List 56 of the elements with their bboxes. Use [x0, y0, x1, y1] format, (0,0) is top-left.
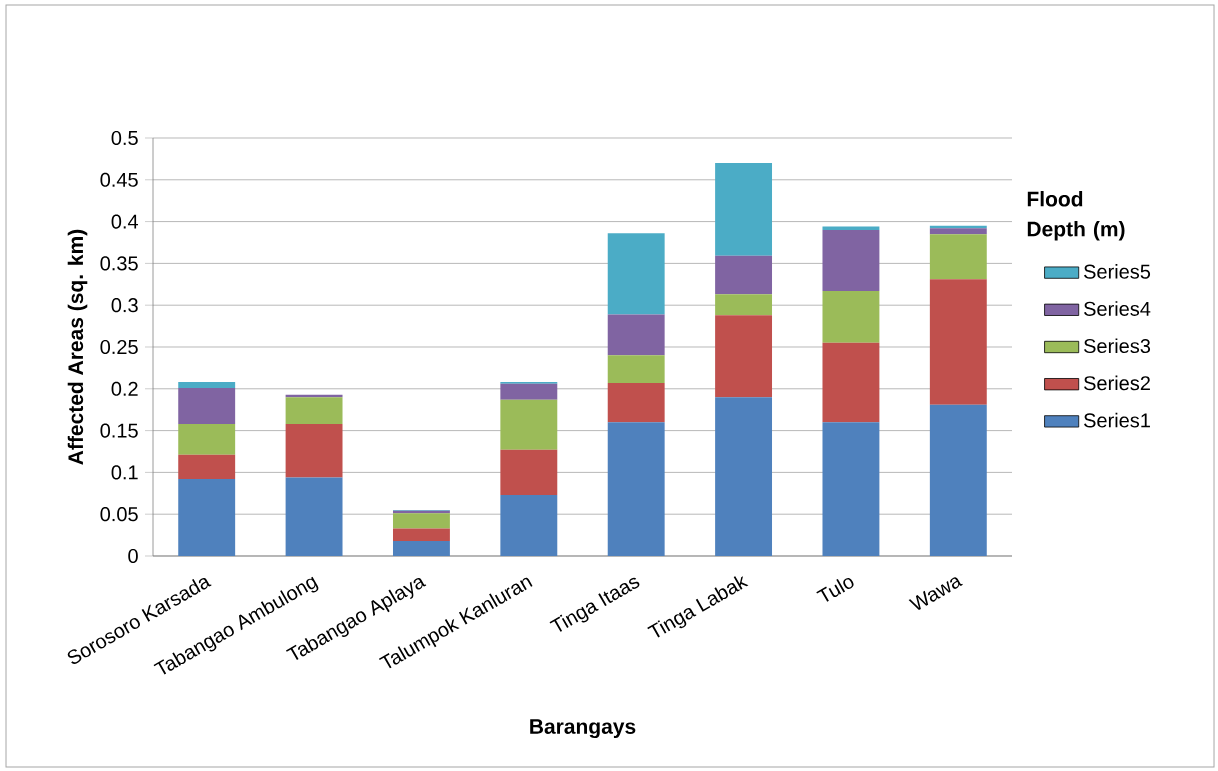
- y-axis-title: Affected Areas (sq. km): [67, 229, 88, 465]
- bar: [500, 494, 558, 556]
- bar: [929, 234, 987, 280]
- bar: [178, 454, 236, 480]
- bar: [178, 382, 236, 388]
- y-tick-label: 0.2: [111, 381, 138, 396]
- bar: [715, 315, 773, 398]
- bar: [715, 163, 773, 256]
- bar: [822, 342, 880, 423]
- bar: [285, 423, 343, 478]
- bar: [715, 255, 773, 295]
- bar: [500, 449, 558, 495]
- bar: [392, 528, 450, 541]
- legend-label: Series3: [1084, 338, 1151, 354]
- y-tick-label: 0: [128, 548, 138, 564]
- bar: [929, 404, 987, 556]
- y-tick-label: 0.15: [100, 423, 138, 438]
- bar: [929, 279, 987, 405]
- y-tick-label: 0.4: [111, 214, 139, 229]
- bar: [822, 422, 880, 556]
- bar: [822, 229, 880, 291]
- bar: [715, 397, 773, 556]
- bar: [607, 233, 665, 315]
- y-tick-label: 0.1: [111, 465, 138, 480]
- y-tick-label: 0.05: [100, 507, 138, 522]
- y-tick-label: 0.3: [111, 298, 138, 313]
- legend-label: Series1: [1084, 412, 1150, 428]
- x-tick-label: Tinga Itaas: [549, 577, 640, 632]
- bar: [500, 399, 558, 450]
- bar: [392, 540, 450, 556]
- bar: [500, 383, 558, 400]
- bar: [607, 382, 665, 423]
- bar: [607, 422, 665, 556]
- bar: [929, 228, 987, 235]
- bar: [392, 513, 450, 529]
- y-tick-label: 0.45: [100, 172, 138, 187]
- y-tick-label: 0.5: [111, 130, 138, 146]
- bar: [607, 355, 665, 383]
- legend-label: Series5: [1084, 264, 1151, 279]
- bar: [178, 423, 236, 455]
- x-tick-label: Wawa: [908, 577, 963, 610]
- y-tick-label: 0.35: [100, 256, 138, 271]
- bar: [822, 226, 880, 230]
- bar: [178, 387, 236, 424]
- y-tick-label: 0.25: [100, 339, 138, 355]
- bar: [715, 294, 773, 316]
- bar: [178, 479, 236, 556]
- bar: [822, 290, 880, 343]
- x-axis-title: Barangays: [530, 719, 636, 739]
- bar: [285, 477, 343, 556]
- bar: [285, 397, 343, 424]
- legend-title: Flood Depth (m): [1027, 191, 1125, 241]
- legend-label: Series4: [1084, 301, 1151, 316]
- x-tick-label: Tulo: [816, 577, 854, 602]
- bar: [607, 314, 665, 356]
- legend-label: Series2: [1084, 375, 1150, 391]
